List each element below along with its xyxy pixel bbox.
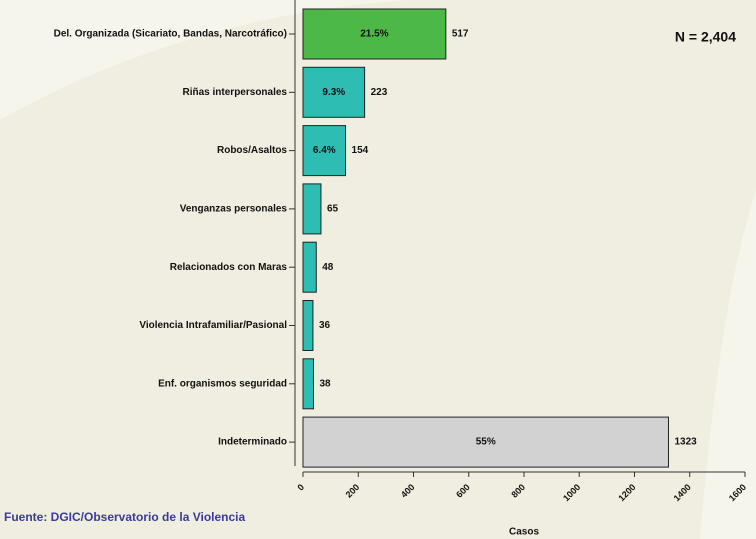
bar bbox=[302, 300, 314, 351]
y-tick-label: Riñas interpersonales bbox=[183, 87, 288, 98]
percent-label: 9.3% bbox=[322, 87, 345, 98]
bar bbox=[302, 8, 447, 60]
y-tick-label: Robos/Asaltos bbox=[217, 145, 287, 156]
value-label: 1323 bbox=[674, 437, 697, 448]
value-label: 65 bbox=[327, 204, 339, 215]
value-label: 223 bbox=[371, 87, 388, 98]
bar bbox=[302, 66, 366, 118]
x-tick-label: 0 bbox=[295, 482, 306, 493]
y-tick-label: Del. Organizada (Sicariato, Bandas, Narc… bbox=[54, 29, 287, 40]
source-note: Fuente: DGIC/Observatorio de la Violenci… bbox=[4, 510, 245, 524]
percent-label: 55% bbox=[476, 437, 496, 448]
value-label: 36 bbox=[319, 320, 331, 331]
percent-label: 21.5% bbox=[360, 29, 388, 40]
background-swoosh bbox=[0, 0, 560, 120]
x-axis-label: Casos bbox=[509, 527, 539, 538]
value-label: 48 bbox=[322, 262, 334, 273]
bar bbox=[302, 125, 347, 177]
bar bbox=[302, 416, 669, 468]
y-tick-label: Violencia Intrafamiliar/Pasional bbox=[139, 320, 287, 331]
y-tick-label: Indeterminado bbox=[218, 437, 287, 448]
y-tick-label: Relacionados con Maras bbox=[170, 262, 288, 273]
y-tick-label: Enf. organismos seguridad bbox=[158, 378, 287, 389]
percent-label: 6.4% bbox=[313, 145, 336, 156]
y-tick-label: Venganzas personales bbox=[180, 204, 288, 215]
background-swoosh bbox=[700, 190, 756, 539]
bar bbox=[302, 183, 322, 235]
bar bbox=[302, 241, 317, 293]
bar bbox=[302, 358, 314, 410]
value-label: 517 bbox=[452, 29, 469, 40]
value-label: 154 bbox=[352, 145, 369, 156]
n-annotation: N = 2,404 bbox=[675, 29, 736, 45]
value-label: 38 bbox=[319, 378, 331, 389]
